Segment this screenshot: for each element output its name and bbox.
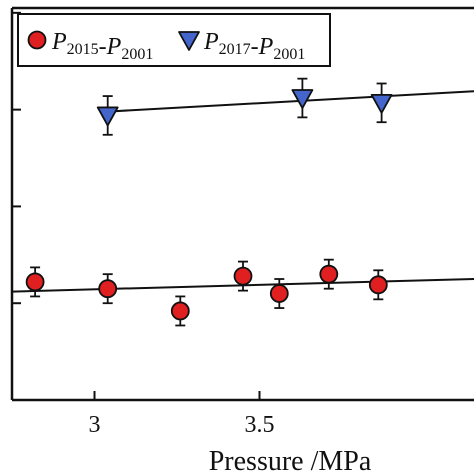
data-point-red <box>170 301 190 321</box>
data-points <box>25 89 393 321</box>
data-point-red <box>25 272 45 292</box>
legend-marker-red <box>27 30 47 50</box>
data-point-blue <box>370 93 393 114</box>
data-point-red <box>98 279 118 299</box>
legend-label-red: P2015-P2001 <box>51 29 153 63</box>
x-axis-title: Pressure /MPa <box>209 446 372 474</box>
x-tick-label: 3 <box>89 412 101 438</box>
fit-line-blue <box>107 90 474 113</box>
data-point-red <box>269 284 289 303</box>
legend: P2015-P2001 P2017-P2001 <box>17 13 331 67</box>
data-point-red <box>319 264 339 284</box>
legend-box <box>17 13 331 67</box>
data-point-blue <box>291 89 314 109</box>
legend-marker-blue <box>178 31 200 51</box>
data-point-blue <box>96 106 119 127</box>
data-point-red <box>368 275 388 295</box>
legend-label-blue: P2017-P2001 <box>203 29 305 63</box>
data-point-red <box>233 266 253 286</box>
x-tick-label: 3.5 <box>245 412 275 438</box>
axes: 3 3.5 <box>10 6 474 438</box>
